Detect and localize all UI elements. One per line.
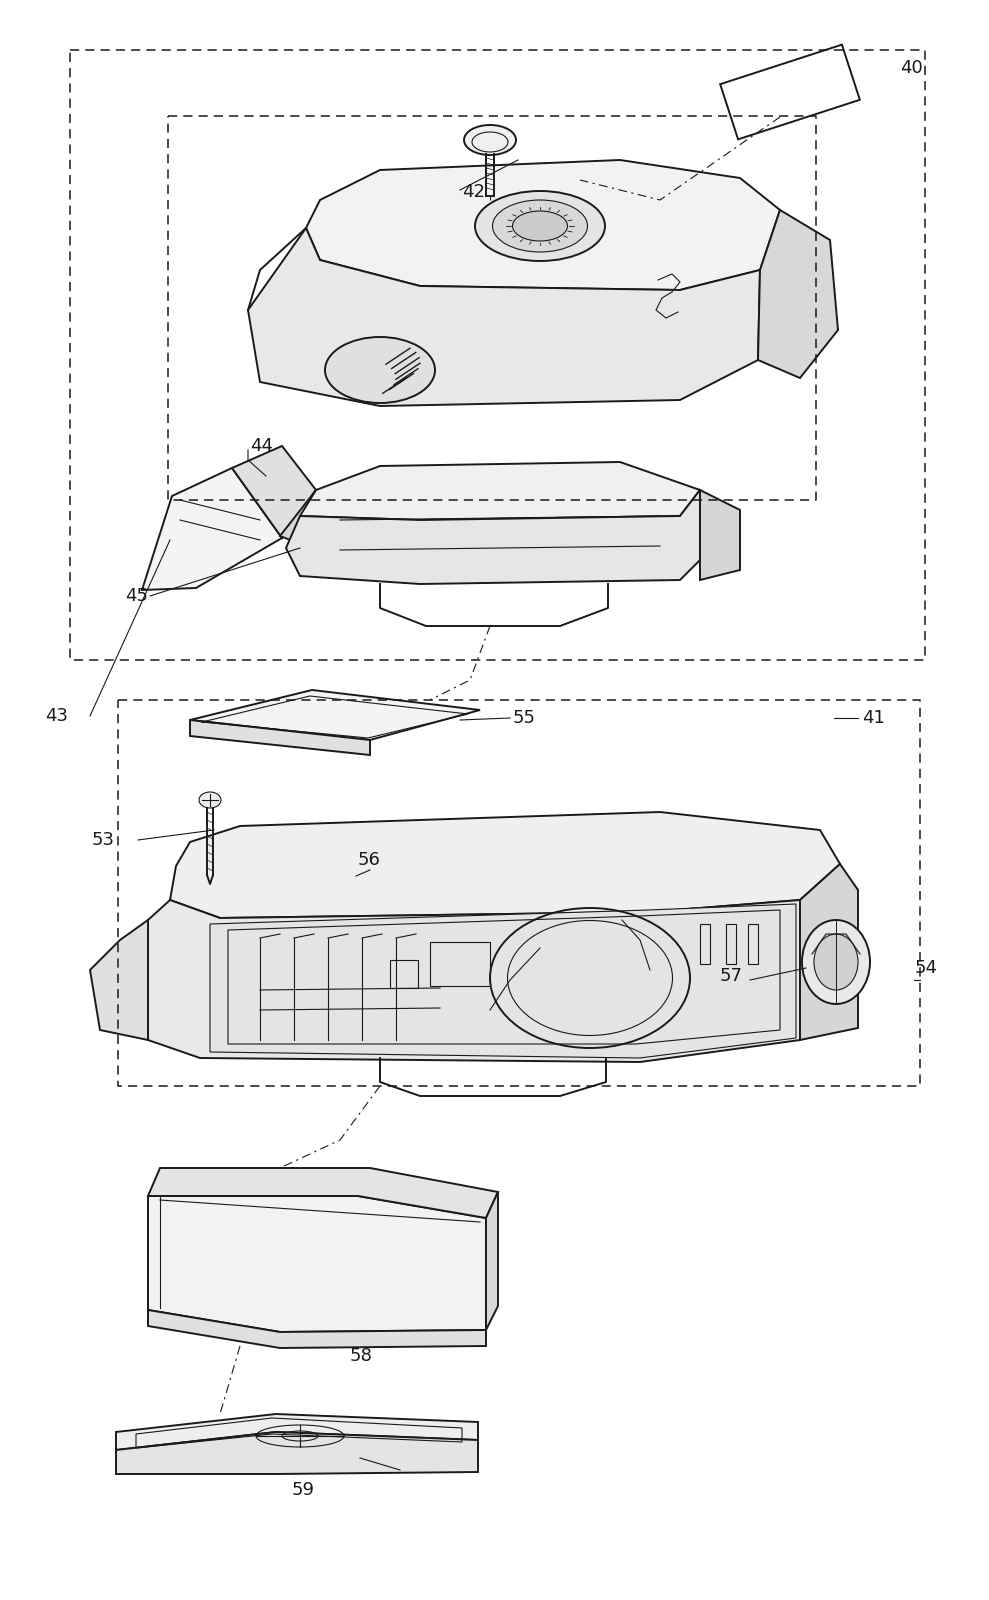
Polygon shape: [486, 1192, 498, 1330]
Bar: [748, 925, 758, 963]
Ellipse shape: [493, 200, 587, 251]
Polygon shape: [190, 690, 480, 739]
Ellipse shape: [512, 211, 568, 242]
Ellipse shape: [802, 920, 870, 1005]
Polygon shape: [148, 1310, 486, 1347]
Polygon shape: [280, 490, 330, 546]
Text: 56: 56: [358, 851, 381, 869]
Ellipse shape: [475, 190, 605, 261]
Bar: [726, 925, 736, 963]
Polygon shape: [700, 490, 740, 579]
Text: 44: 44: [250, 437, 273, 454]
Polygon shape: [90, 920, 148, 1040]
Text: 42: 42: [462, 182, 485, 202]
Polygon shape: [148, 899, 800, 1062]
Ellipse shape: [814, 934, 858, 990]
Polygon shape: [232, 446, 316, 538]
Ellipse shape: [325, 338, 435, 403]
Polygon shape: [306, 160, 780, 290]
Polygon shape: [248, 227, 760, 406]
Polygon shape: [210, 904, 796, 1058]
Text: 43: 43: [45, 707, 68, 725]
Text: 57: 57: [720, 966, 743, 986]
Text: 45: 45: [125, 587, 148, 605]
Polygon shape: [800, 864, 858, 1040]
Bar: [390, 960, 418, 987]
Polygon shape: [148, 1197, 486, 1331]
Polygon shape: [142, 467, 282, 590]
Text: 55: 55: [513, 709, 536, 726]
Polygon shape: [300, 462, 700, 520]
Bar: [430, 942, 490, 986]
Text: 54: 54: [915, 958, 938, 978]
Polygon shape: [286, 490, 700, 584]
Ellipse shape: [464, 125, 516, 155]
Polygon shape: [148, 1168, 498, 1218]
Polygon shape: [116, 1414, 478, 1450]
Polygon shape: [116, 1432, 478, 1474]
Text: 53: 53: [92, 830, 115, 850]
Text: 59: 59: [292, 1482, 315, 1499]
Polygon shape: [758, 210, 838, 378]
Polygon shape: [170, 813, 840, 918]
Text: 58: 58: [350, 1347, 373, 1365]
Text: 41: 41: [862, 709, 885, 726]
Bar: [700, 925, 710, 963]
Ellipse shape: [199, 792, 221, 808]
Text: 40: 40: [900, 59, 923, 77]
Polygon shape: [190, 720, 370, 755]
